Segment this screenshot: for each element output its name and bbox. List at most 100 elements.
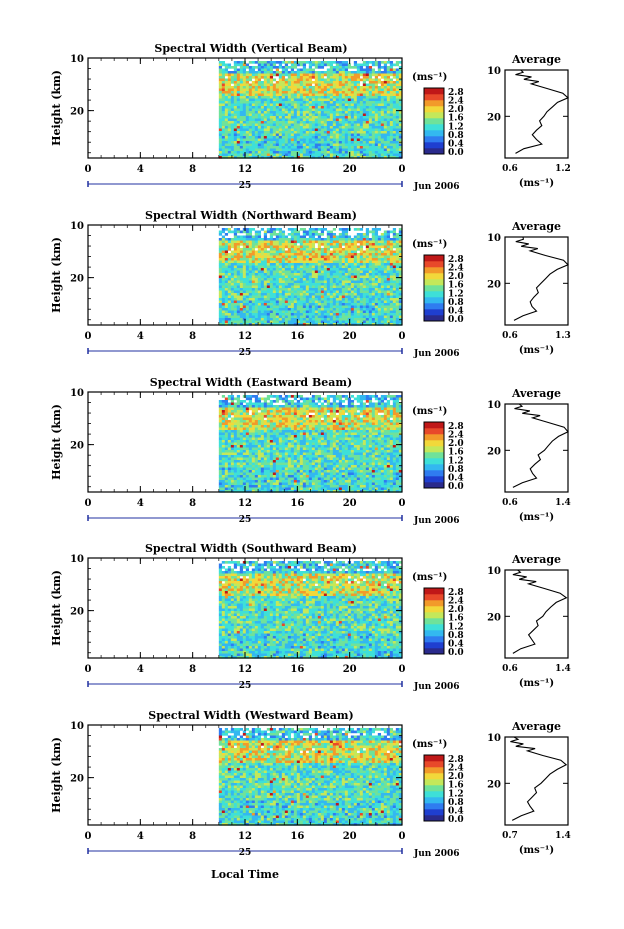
heatmap-cell [338, 263, 343, 266]
heatmap-cell [395, 263, 400, 266]
heatmap-cell [380, 240, 385, 244]
heatmap-cell [296, 116, 301, 119]
heatmap-cell [389, 138, 394, 142]
heatmap-cell [392, 136, 397, 139]
heatmap-cell [365, 96, 370, 99]
heatmap-cell [317, 148, 322, 152]
heatmap-cell [263, 248, 268, 251]
heatmap-cell [284, 265, 289, 269]
heatmap-cell [245, 298, 250, 301]
month-label: Jun 2006 [413, 349, 460, 359]
heatmap-cell [377, 133, 382, 137]
heatmap-cell [272, 295, 277, 299]
heatmap-cell [257, 298, 262, 301]
heatmap-cell [341, 93, 346, 97]
heatmap-cell [320, 106, 325, 109]
heatmap-cell [242, 148, 247, 152]
heatmap-cell [221, 283, 226, 286]
heatmap-cell [224, 268, 229, 271]
heatmap-cell [314, 305, 319, 309]
heatmap-cell [218, 407, 223, 411]
heatmap-cell [389, 103, 394, 107]
heatmap-cell [323, 71, 328, 74]
heatmap-cell [383, 240, 388, 244]
heatmap-cell [224, 435, 229, 438]
heatmap-cell [398, 66, 403, 69]
heatmap-cell [395, 83, 400, 87]
heatmap-cell [278, 153, 283, 157]
heatmap-cell [395, 156, 400, 159]
heatmap-cell [236, 91, 241, 94]
heatmap-cell [338, 228, 343, 231]
heatmap-cell [233, 290, 238, 294]
heatmap-cell [314, 313, 319, 316]
heatmap-cell [383, 290, 388, 294]
heatmap-cell [350, 91, 355, 94]
heatmap-cell [236, 275, 241, 279]
heatmap-cell [368, 303, 373, 306]
heatmap-cell [380, 156, 385, 159]
heatmap-cell [365, 285, 370, 289]
heatmap-cell [218, 275, 223, 279]
heatmap-cell [239, 131, 244, 134]
heatmap-cell [311, 308, 316, 311]
heatmap-cell [266, 108, 271, 112]
heatmap-cell [374, 118, 379, 122]
heatmap-cell [230, 258, 235, 261]
heatmap-cell [218, 487, 223, 491]
heatmap-cell [227, 260, 232, 264]
heatmap-cell [308, 83, 313, 87]
heatmap-cell [317, 128, 322, 132]
heatmap-cell [317, 255, 322, 259]
heatmap-cell [389, 315, 394, 319]
heatmap-cell [317, 298, 322, 301]
heatmap-cell [326, 265, 331, 269]
heatmap-cell [299, 315, 304, 319]
heatmap-cell [398, 303, 403, 306]
heatmap-cell [287, 113, 292, 117]
heatmap-cell [254, 138, 259, 142]
heatmap-cell [332, 83, 337, 87]
heatmap-cell [335, 290, 340, 294]
heatmap-cell [299, 240, 304, 244]
heatmap-cell [233, 283, 238, 286]
heatmap-cell [302, 78, 307, 82]
heatmap-cell [251, 243, 256, 246]
heatmap-cell [341, 280, 346, 284]
heatmap-cell [326, 63, 331, 67]
heatmap-cell [392, 126, 397, 129]
heatmap-cell [377, 245, 382, 249]
heatmap-cell [344, 153, 349, 157]
heatmap-cell [239, 298, 244, 301]
heatmap-cell [242, 146, 247, 149]
heatmap-cell [281, 116, 286, 119]
heatmap-cell [338, 108, 343, 112]
heatmap-cell [368, 320, 373, 324]
heatmap-cell [221, 432, 226, 436]
heatmap-cell [245, 91, 250, 94]
heatmap-cell [326, 81, 331, 84]
heatmap-cell [341, 278, 346, 281]
heatmap-cell [266, 91, 271, 94]
heatmap-cell [323, 148, 328, 152]
heatmap-cell [248, 133, 253, 137]
heatmap-cell [344, 101, 349, 104]
heatmap-cell [377, 63, 382, 67]
heatmap-cell [332, 280, 337, 284]
heatmap-cell [371, 108, 376, 112]
heatmap-cell [359, 138, 364, 142]
heatmap-cell [398, 233, 403, 236]
heatmap-cell [371, 143, 376, 147]
heatmap-cell [350, 121, 355, 124]
heatmap-cell [284, 235, 289, 239]
heatmap-cell [392, 68, 397, 72]
heatmap-cell [260, 250, 265, 254]
heatmap-cell [263, 250, 268, 254]
heatmap-cell [221, 440, 226, 443]
heatmap-cell [398, 101, 403, 104]
heatmap-cell [368, 108, 373, 112]
heatmap-cell [332, 300, 337, 304]
heatmap-cell [350, 258, 355, 261]
heatmap-cell [392, 278, 397, 281]
profile-unit: (ms⁻¹) [519, 178, 554, 189]
